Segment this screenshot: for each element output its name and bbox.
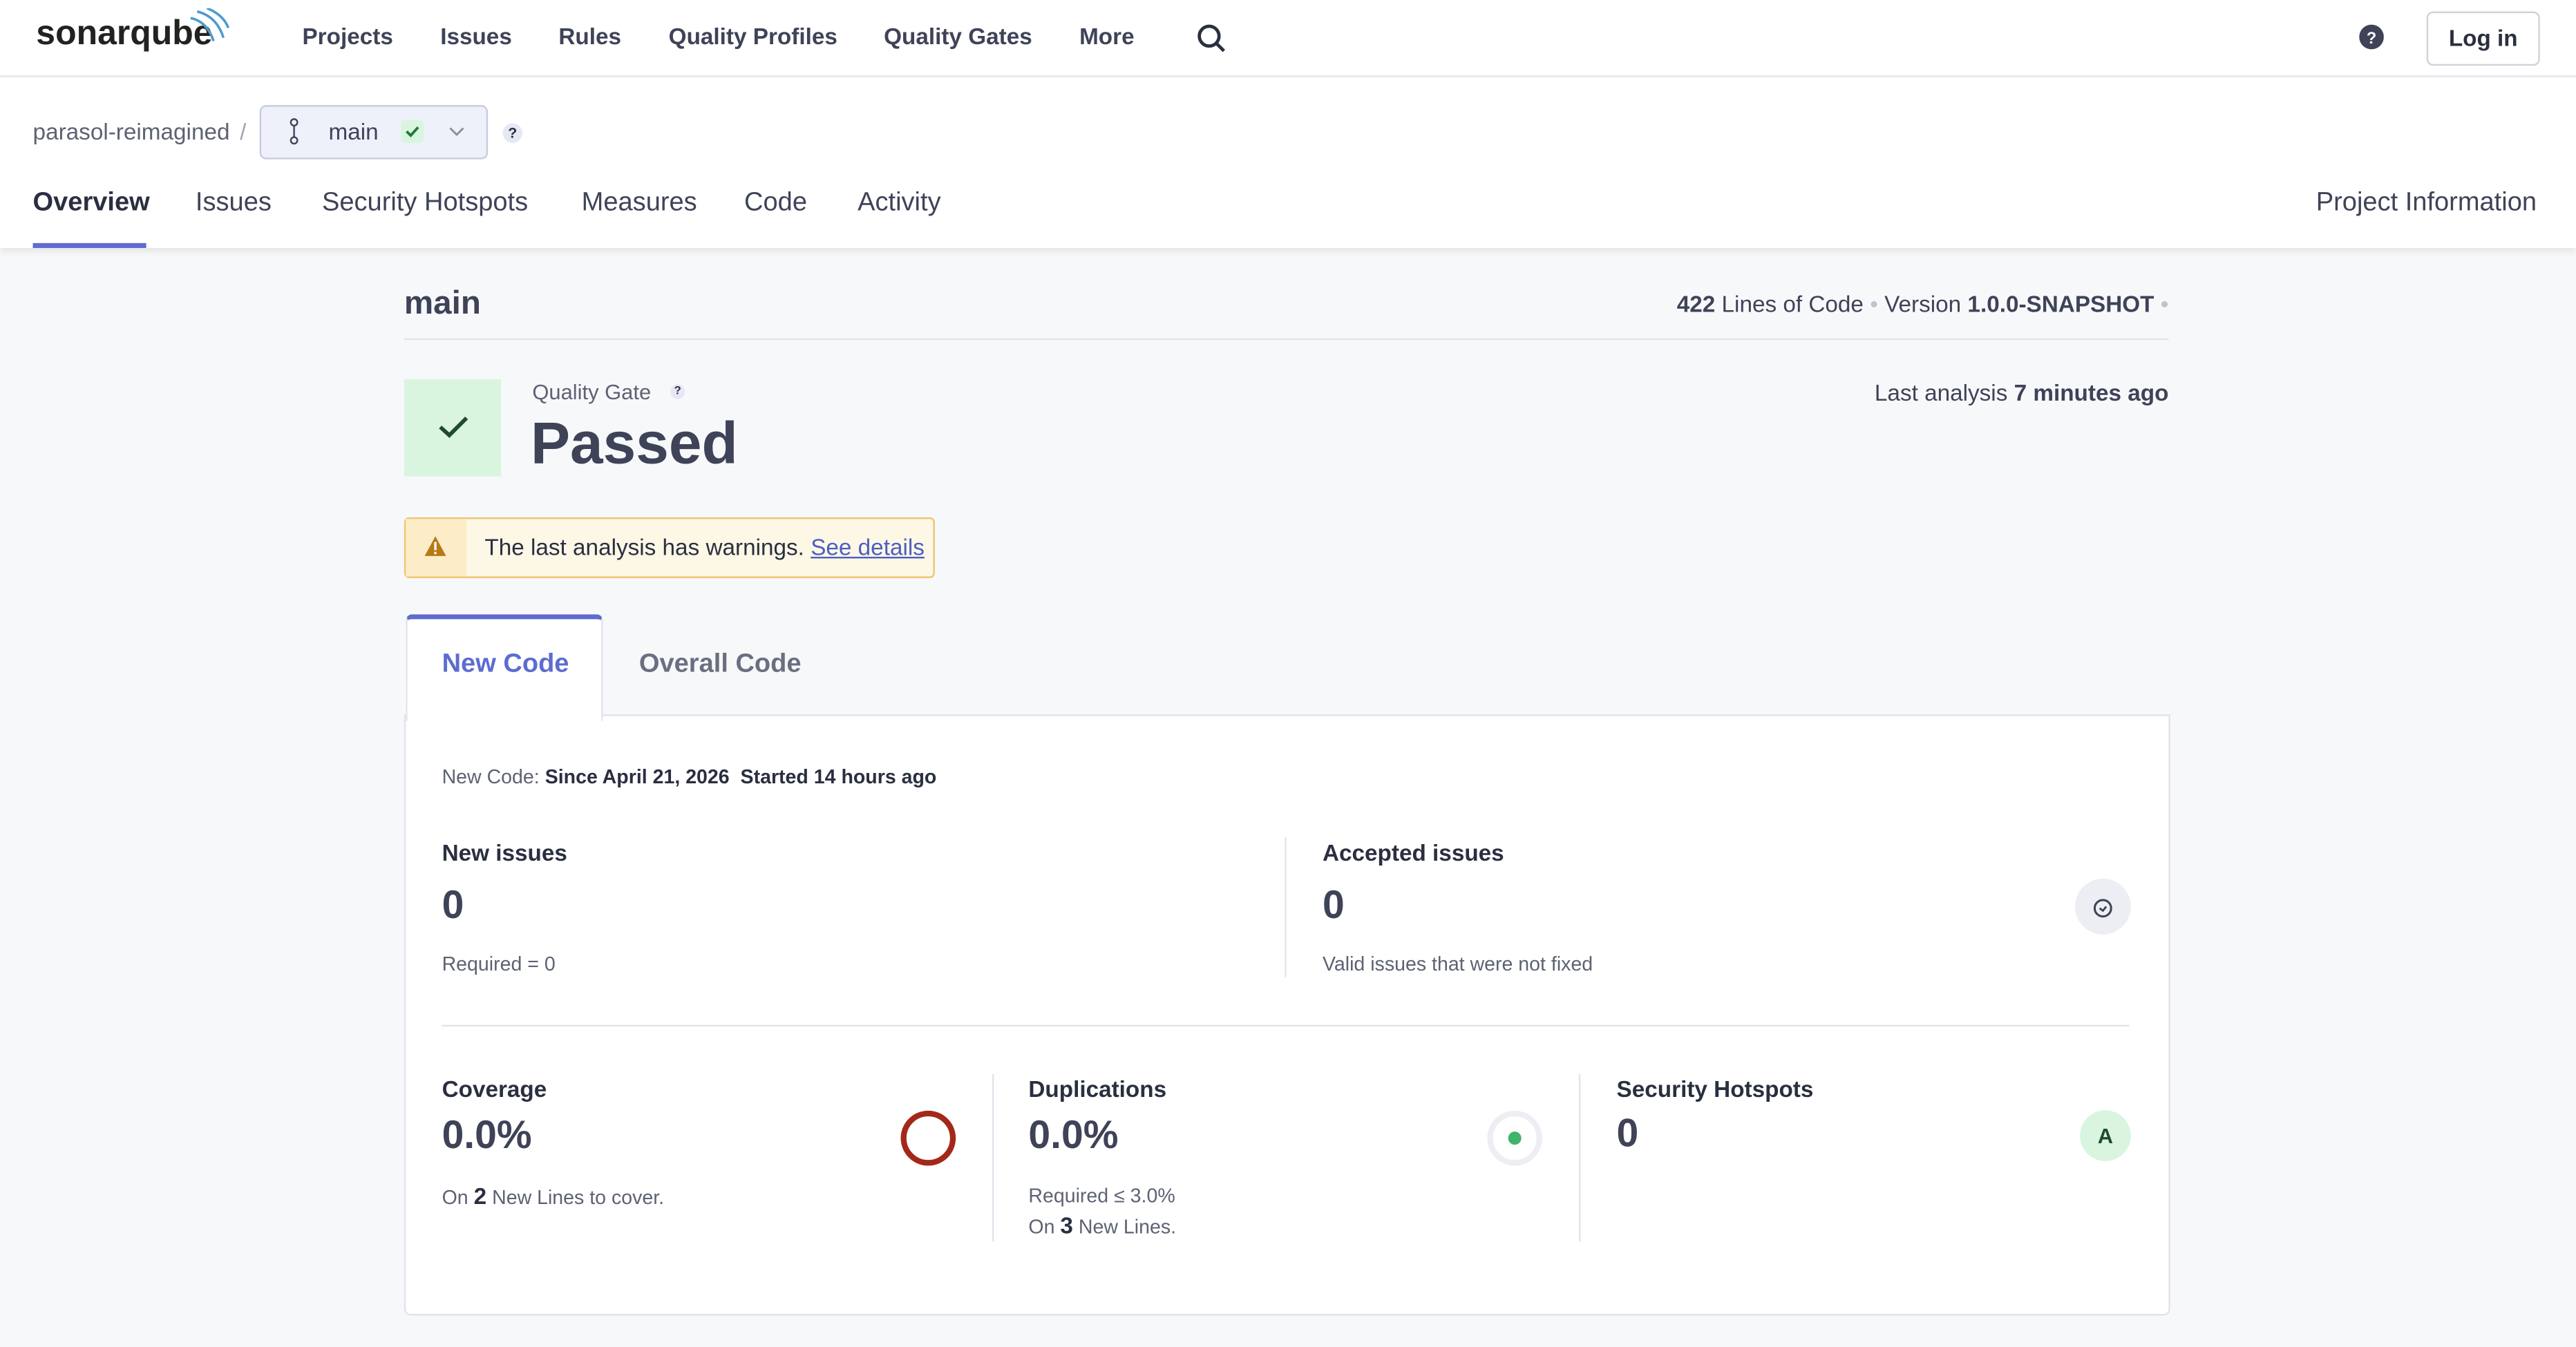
- logo[interactable]: sonarqube: [36, 15, 213, 53]
- note-number: 3: [1060, 1212, 1073, 1239]
- accepted-icon: [2074, 879, 2131, 935]
- metric-note: Required = 0: [442, 953, 556, 976]
- nav-link[interactable]: Quality Gates: [884, 23, 1032, 50]
- warning-text: The last analysis has warnings. See deta…: [484, 534, 925, 560]
- metric-title: New issues: [442, 839, 567, 866]
- loc-label: Lines of Code: [1721, 290, 1864, 317]
- nav-link[interactable]: Issues: [440, 23, 512, 50]
- project-bar: [0, 77, 2576, 249]
- note-prefix: On: [1028, 1215, 1055, 1239]
- new-code-label: New Code:: [442, 765, 540, 789]
- rating-badge: A: [2080, 1110, 2131, 1161]
- help-badge[interactable]: ?: [670, 384, 685, 399]
- metric-note: On 2 New Lines to cover.: [442, 1183, 664, 1209]
- top-bar: [0, 0, 2576, 77]
- branch-title: main: [404, 285, 481, 323]
- metric-title: Security Hotspots: [1616, 1076, 1814, 1102]
- metric-title: Duplications: [1028, 1076, 1167, 1102]
- warning-box: [404, 517, 935, 578]
- divider: [1578, 1073, 1581, 1242]
- separator: /: [240, 118, 247, 145]
- duplication-indicator: [1487, 1110, 1542, 1166]
- loc-value: 422: [1676, 290, 1716, 317]
- metric-value[interactable]: 0: [1616, 1111, 1639, 1156]
- last-analysis-time: 7 minutes ago: [2014, 379, 2169, 406]
- tab[interactable]: Code: [744, 189, 807, 217]
- gate-label: Quality Gate: [532, 379, 652, 404]
- note-prefix: On: [442, 1185, 468, 1209]
- metric-value[interactable]: 0.0%: [442, 1114, 532, 1158]
- note-number: 2: [473, 1182, 487, 1209]
- last-analysis-label: Last analysis: [1874, 379, 2008, 406]
- new-code-info: New Code: Since April 21, 2026 Started 1…: [442, 765, 937, 788]
- project-info-link[interactable]: Project Information: [2315, 189, 2537, 217]
- last-analysis: Last analysis 7 minutes ago: [1875, 379, 2169, 405]
- tab[interactable]: Security Hotspots: [322, 189, 529, 217]
- note-suffix: New Lines to cover.: [492, 1185, 665, 1209]
- measures-panel: [404, 714, 2170, 1316]
- tab-active[interactable]: Overview: [32, 189, 150, 217]
- warning-message: The last analysis has warnings.: [484, 533, 804, 560]
- branch-name: main: [328, 118, 379, 145]
- see-details-link[interactable]: See details: [811, 533, 925, 560]
- metric-title: Coverage: [442, 1076, 547, 1102]
- help-badge[interactable]: ?: [502, 123, 523, 143]
- version: 1.0.0-SNAPSHOT: [1967, 290, 2154, 317]
- meta: 422 Lines of Code • Version 1.0.0-SNAPSH…: [1676, 290, 2169, 317]
- nav-link[interactable]: Projects: [302, 23, 393, 50]
- coverage-ring: [900, 1110, 956, 1166]
- branch-status: [401, 120, 464, 143]
- nav-link[interactable]: Quality Profiles: [668, 23, 837, 50]
- check-icon: [439, 417, 468, 439]
- nav-link[interactable]: Rules: [558, 23, 622, 50]
- branch-selector[interactable]: [259, 105, 489, 160]
- tab[interactable]: Measures: [581, 189, 697, 217]
- search-icon[interactable]: [1196, 23, 1226, 52]
- warning-icon: [424, 536, 446, 556]
- code-tab-label[interactable]: Overall Code: [638, 650, 802, 678]
- tab-underline: [32, 242, 146, 249]
- metric-value[interactable]: 0: [1322, 883, 1345, 928]
- metric-title: Accepted issues: [1322, 839, 1504, 866]
- divider: [992, 1073, 994, 1242]
- tab[interactable]: Activity: [858, 189, 941, 217]
- metric-value[interactable]: 0.0%: [1028, 1114, 1119, 1158]
- metric-required: Required ≤ 3.0%: [1028, 1184, 1175, 1207]
- login-button[interactable]: Log in: [2426, 11, 2540, 66]
- tab[interactable]: Issues: [195, 189, 272, 217]
- new-code-since: Since April 21, 2026: [544, 765, 730, 789]
- version-label: Version: [1884, 290, 1962, 317]
- nav-link[interactable]: More: [1079, 23, 1135, 50]
- svg-text:?: ?: [2367, 29, 2377, 48]
- code-tab-active[interactable]: [406, 614, 603, 721]
- branch-icon: [290, 118, 299, 145]
- help-icon[interactable]: ?: [2359, 24, 2384, 50]
- divider: [1285, 837, 1287, 977]
- gate-status: Passed: [530, 409, 738, 477]
- metric-value[interactable]: 0: [442, 883, 464, 928]
- note-suffix: New Lines.: [1078, 1215, 1177, 1239]
- logo-arcs: [190, 8, 230, 42]
- new-code-started: Started 14 hours ago: [740, 765, 937, 789]
- gate-badge: [404, 379, 502, 477]
- divider: [404, 338, 2169, 341]
- project-link[interactable]: parasol-reimagined: [32, 118, 230, 145]
- metric-note: Valid issues that were not fixed: [1322, 953, 1593, 976]
- metric-note: On 3 New Lines.: [1028, 1212, 1176, 1239]
- divider: [442, 1024, 2130, 1026]
- code-tab-label[interactable]: New Code: [442, 650, 569, 678]
